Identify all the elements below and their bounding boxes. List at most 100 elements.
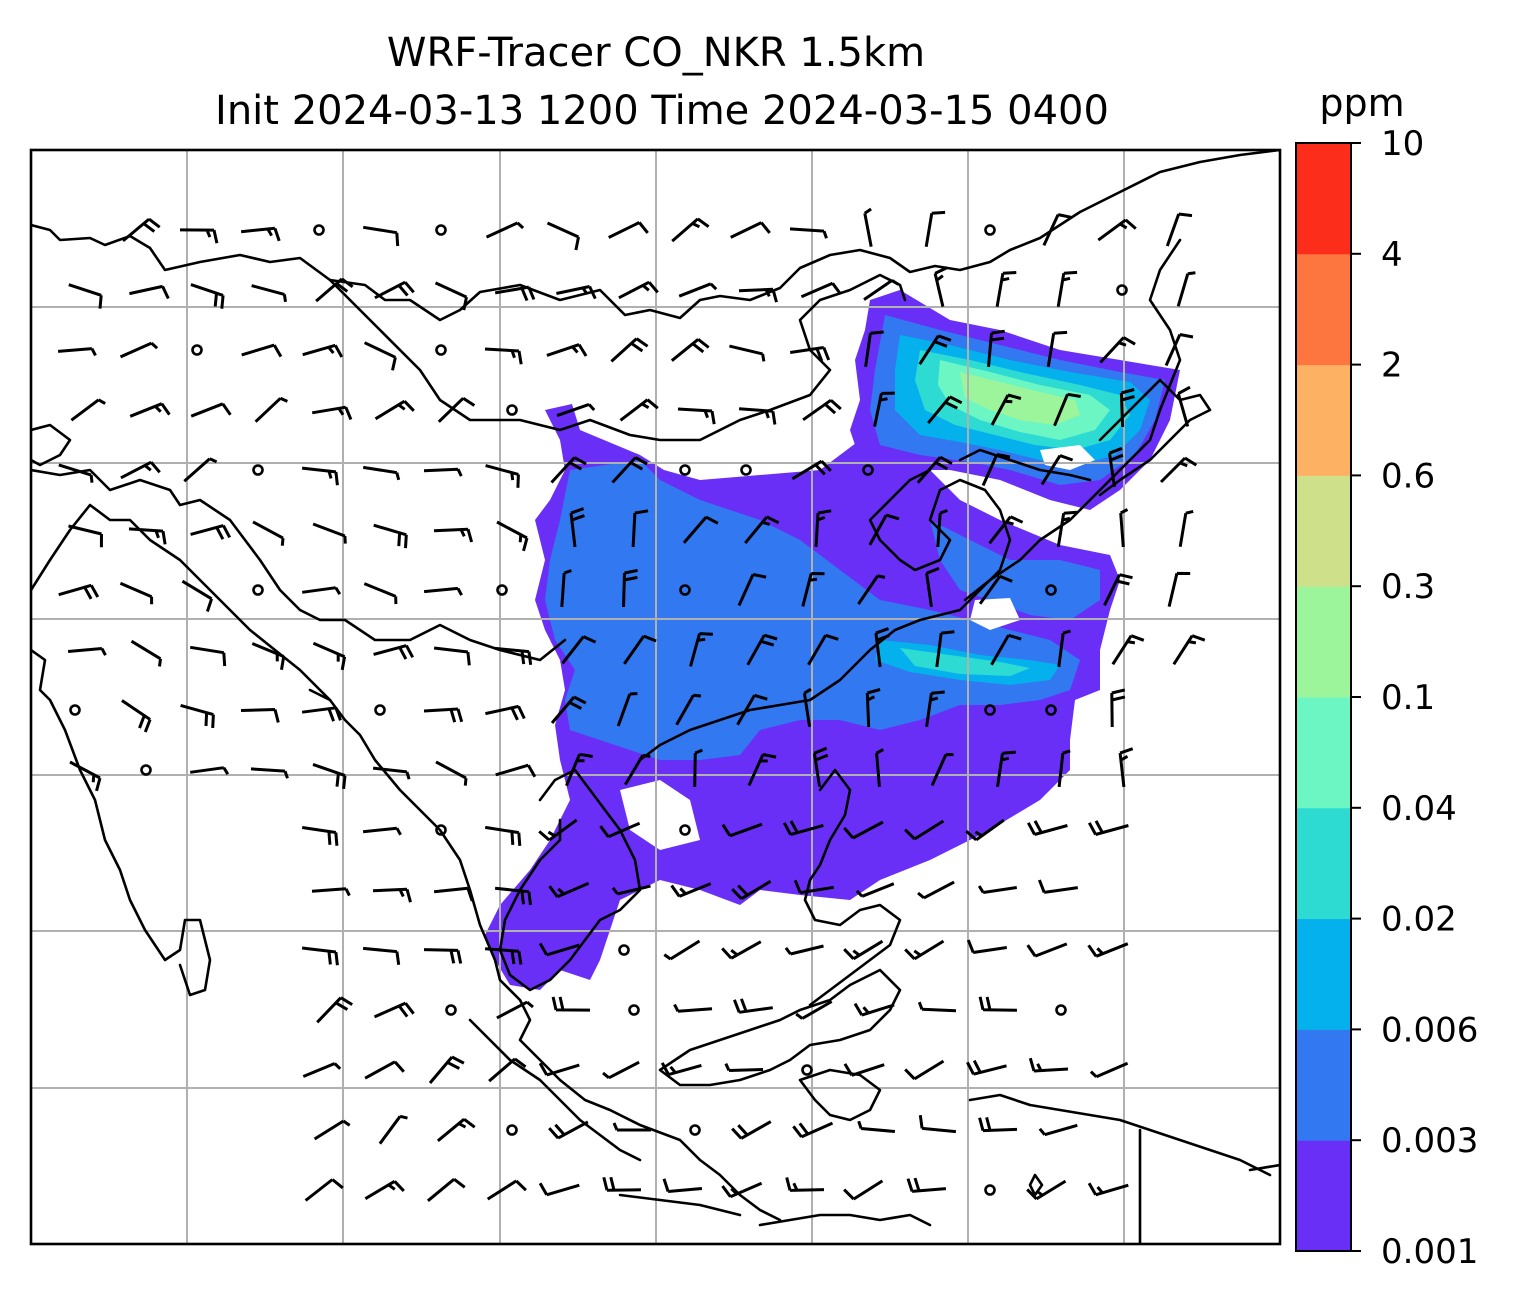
- wind-barb: [428, 1055, 465, 1084]
- wind-barb: [1046, 330, 1068, 368]
- wind-barb: [302, 1062, 342, 1078]
- wind-barb: [624, 753, 651, 786]
- coastline: [798, 1068, 882, 1122]
- wind-barb: [556, 285, 597, 300]
- wind-barb: [855, 882, 895, 898]
- wind-barb: [494, 886, 532, 906]
- wind-barb: [814, 509, 832, 548]
- wind-barb: [675, 693, 702, 726]
- colorbar-unit: ppm: [1319, 81, 1404, 125]
- wind-barb: [864, 330, 884, 368]
- wind-barb: [301, 946, 339, 966]
- wind-barb: [1056, 510, 1078, 548]
- wind-calm-marker: [1045, 704, 1057, 716]
- wind-calm-marker: [313, 224, 325, 236]
- wind-barb: [426, 1178, 466, 1202]
- wind-barb: [240, 708, 280, 723]
- wind-barb: [843, 939, 884, 961]
- coastline: [958, 448, 1092, 482]
- wind-barb: [990, 633, 1022, 666]
- wind-barb: [724, 1062, 764, 1072]
- wind-barb: [670, 882, 712, 898]
- colorbar-swatch: [1296, 143, 1351, 255]
- colorbar-swatch: [1296, 253, 1351, 366]
- wind-barb: [807, 633, 839, 666]
- wind-barb: [925, 567, 940, 608]
- wind-barb: [57, 347, 97, 357]
- wind-barb: [602, 1176, 642, 1192]
- wind-barbs: [57, 207, 1206, 1202]
- wind-barb: [784, 944, 824, 956]
- wind-barb: [868, 513, 900, 546]
- wind-barb: [602, 1060, 640, 1080]
- wind-barb: [423, 707, 464, 723]
- wind-barb: [917, 1001, 957, 1013]
- coastline: [963, 238, 1182, 602]
- wind-barb: [610, 337, 649, 363]
- wind-barb: [1087, 1182, 1129, 1197]
- wind-barb: [301, 586, 342, 595]
- wind-barb: [130, 639, 162, 667]
- wind-barb: [538, 818, 578, 842]
- colorbar-swatches: [1296, 143, 1351, 1252]
- wind-barb: [1119, 388, 1135, 428]
- wind-barb: [1176, 271, 1196, 307]
- coastline: [618, 1193, 742, 1217]
- wind-barb: [548, 1120, 589, 1140]
- wind-barb: [927, 395, 963, 425]
- wind-barb: [495, 763, 537, 778]
- coastline: [658, 968, 902, 1087]
- wind-barb: [190, 283, 225, 309]
- wind-barb: [373, 523, 408, 549]
- wind-barb: [68, 524, 103, 548]
- colorbar-ticks: 0.001 0.003 0.006 0.02 0.04 0.1 0.3 0.6 2 4 10: [1351, 124, 1478, 1272]
- colorbar-swatch: [1296, 364, 1351, 476]
- wind-barb: [918, 334, 952, 366]
- wind-calm-marker: [689, 1124, 701, 1136]
- wind-barb: [496, 520, 529, 552]
- wind-barb: [875, 748, 885, 788]
- wind-barb: [364, 1060, 405, 1080]
- wind-barb: [744, 515, 780, 545]
- wind-barb: [301, 706, 342, 722]
- wind-barb: [785, 1177, 825, 1192]
- wind-barb: [494, 646, 533, 666]
- wind-barb: [180, 703, 215, 728]
- wind-barb: [792, 1121, 834, 1139]
- coastline: [758, 1213, 932, 1227]
- wind-calm-marker: [984, 704, 996, 716]
- wind-calm-marker: [679, 824, 691, 836]
- wind-barb: [551, 996, 591, 1012]
- wind-barb: [1176, 385, 1191, 427]
- wind-barb: [1165, 212, 1193, 247]
- colorbar-tick-label: 2: [1381, 346, 1403, 386]
- wind-barb: [995, 271, 1017, 307]
- wind-barb: [241, 343, 283, 358]
- wind-calm-marker: [740, 464, 752, 476]
- wind-barb: [1089, 1061, 1129, 1079]
- wind-barb: [611, 884, 651, 896]
- wind-barb: [965, 818, 1005, 842]
- wind-barb: [721, 1181, 763, 1199]
- wind-barb: [857, 574, 886, 605]
- wind-barb: [565, 752, 593, 787]
- wind-barb: [550, 695, 587, 724]
- wind-calm-marker: [191, 344, 203, 356]
- wind-barb: [538, 1182, 580, 1197]
- wind-barb: [129, 402, 171, 418]
- map-panel: [29, 148, 1282, 1246]
- wind-barb: [311, 405, 353, 421]
- wind-barb: [933, 266, 948, 307]
- wind-barb: [721, 940, 762, 960]
- wind-barb: [693, 748, 703, 788]
- colorbar-tick-label: 0.006: [1381, 1010, 1478, 1050]
- wind-barb: [362, 465, 401, 481]
- colorbar-swatch: [1296, 1029, 1351, 1141]
- wind-barb: [433, 886, 474, 902]
- coastline: [31, 648, 212, 997]
- colorbar-tick-label: 0.1: [1381, 678, 1435, 718]
- wind-barb: [988, 515, 1024, 545]
- colorbar-tick-label: 0.6: [1381, 456, 1435, 496]
- colorbar: ppm 0.001 0.003 0.006 0.02 0.04 0.1 0.3 0.6 2 4 10: [1295, 81, 1478, 1272]
- tracer-plume: [485, 290, 1180, 990]
